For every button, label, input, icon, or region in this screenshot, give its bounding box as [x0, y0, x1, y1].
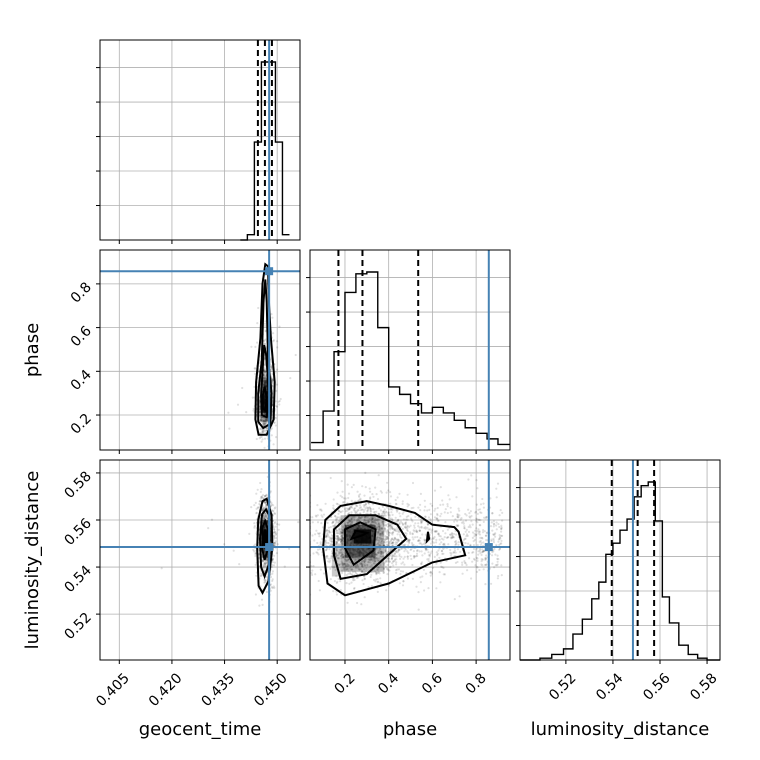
- histogram-luminosity_distance: [520, 481, 720, 661]
- panel-geocent_time-phase: [100, 250, 300, 450]
- density-cell: [263, 380, 269, 391]
- contour: [425, 531, 431, 545]
- panel-grid: [516, 460, 720, 660]
- x-tick-label: 0.420: [146, 670, 186, 710]
- contour: [260, 344, 270, 419]
- contour: [262, 529, 268, 547]
- contour: [349, 529, 370, 541]
- y-tick-label: 0.52: [61, 610, 94, 643]
- x-tick-label: 0.4: [375, 670, 402, 697]
- x-tick-label: 0.54: [593, 670, 626, 703]
- contour: [261, 518, 269, 561]
- panel-grid: [100, 460, 300, 660]
- contour: [333, 514, 408, 580]
- truth-marker: [484, 543, 493, 552]
- histogram-phase: [311, 271, 510, 446]
- x-tick-label: 0.8: [463, 670, 490, 697]
- panel-geocent_time-luminosity_distance: [100, 460, 300, 660]
- x-tick-label: 0.52: [546, 670, 579, 703]
- y-tick-label: 0.4: [68, 367, 95, 394]
- x-tick-label: 0.450: [251, 670, 291, 710]
- scatter-points: [160, 475, 300, 607]
- x-axis-label-phase: phase: [383, 719, 437, 740]
- y-axis-label-phase: phase: [22, 323, 43, 377]
- panel-frame: [309, 459, 511, 661]
- y-tick-label: 0.8: [68, 279, 95, 306]
- panel-frame: [99, 459, 301, 661]
- contour: [322, 500, 467, 597]
- panel-frame: [99, 39, 301, 241]
- panel-grid: [100, 250, 300, 450]
- panel-grid: [96, 40, 300, 240]
- contour: [261, 386, 268, 413]
- y-axis-label-luminosity_distance: luminosity_distance: [22, 471, 43, 650]
- y-tick-label: 0.54: [61, 563, 94, 596]
- x-axis-label-geocent_time: geocent_time: [139, 719, 262, 740]
- y-tick-label: 0.58: [61, 468, 94, 501]
- truth-marker: [265, 543, 274, 552]
- panel-frame: [99, 249, 301, 451]
- panel-frame: [309, 249, 511, 451]
- panel-frame: [519, 459, 721, 661]
- y-tick-label: 0.6: [68, 323, 95, 350]
- contour: [254, 262, 276, 436]
- panel-grid: [310, 460, 510, 660]
- y-tick-label: 0.56: [61, 515, 94, 548]
- contour: [256, 497, 274, 596]
- x-tick-label: 0.2: [332, 670, 359, 697]
- x-tick-label: 0.56: [640, 670, 673, 703]
- panel-grid: [306, 250, 510, 450]
- x-tick-label: 0.405: [93, 670, 133, 710]
- histogram-geocent_time: [240, 61, 290, 241]
- truth-marker: [265, 267, 274, 276]
- contour: [257, 279, 273, 430]
- x-axis-label-luminosity_distance: luminosity_distance: [531, 719, 710, 740]
- x-tick-label: 0.58: [687, 670, 720, 703]
- x-tick-label: 0.6: [419, 670, 446, 697]
- x-tick-label: 0.435: [199, 670, 239, 710]
- contour: [344, 521, 377, 567]
- y-tick-label: 0.2: [68, 411, 95, 438]
- panel-phase-luminosity_distance: [310, 460, 510, 660]
